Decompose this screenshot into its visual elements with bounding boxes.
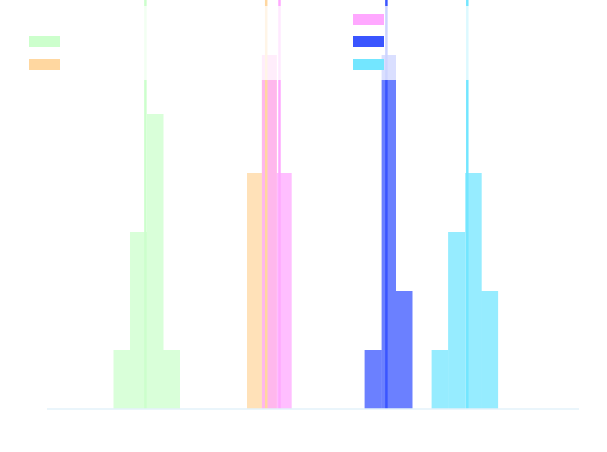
legend-background (20, 6, 580, 80)
histogram-bar-s0-b2 (147, 114, 164, 409)
histogram-bar-s2-b0 (261, 55, 277, 409)
histogram-bars (113, 55, 499, 409)
histogram-bar-s4-b2 (465, 173, 482, 409)
histogram-bar-s0-b0 (113, 350, 130, 409)
histogram-bar-s3-b1 (381, 55, 396, 409)
histogram-bar-s4-b3 (481, 291, 499, 409)
histogram-bar-s4-b0 (431, 350, 449, 409)
histogram-bar-s0-b3 (163, 350, 180, 409)
histogram-bar-s1-b0 (247, 173, 262, 409)
legend-swatch-3 (353, 36, 384, 47)
legend-swatch-1 (29, 59, 60, 70)
legend-swatch-2 (353, 14, 384, 25)
histogram-bar-s0-b1 (130, 232, 147, 409)
legend-swatch-0 (29, 36, 60, 47)
histogram-bar-s4-b1 (448, 232, 466, 409)
histogram-bar-s3-b2 (396, 291, 413, 409)
histogram-bar-s3-b0 (364, 350, 382, 409)
legend (20, 6, 580, 80)
legend-swatch-4 (353, 59, 384, 70)
